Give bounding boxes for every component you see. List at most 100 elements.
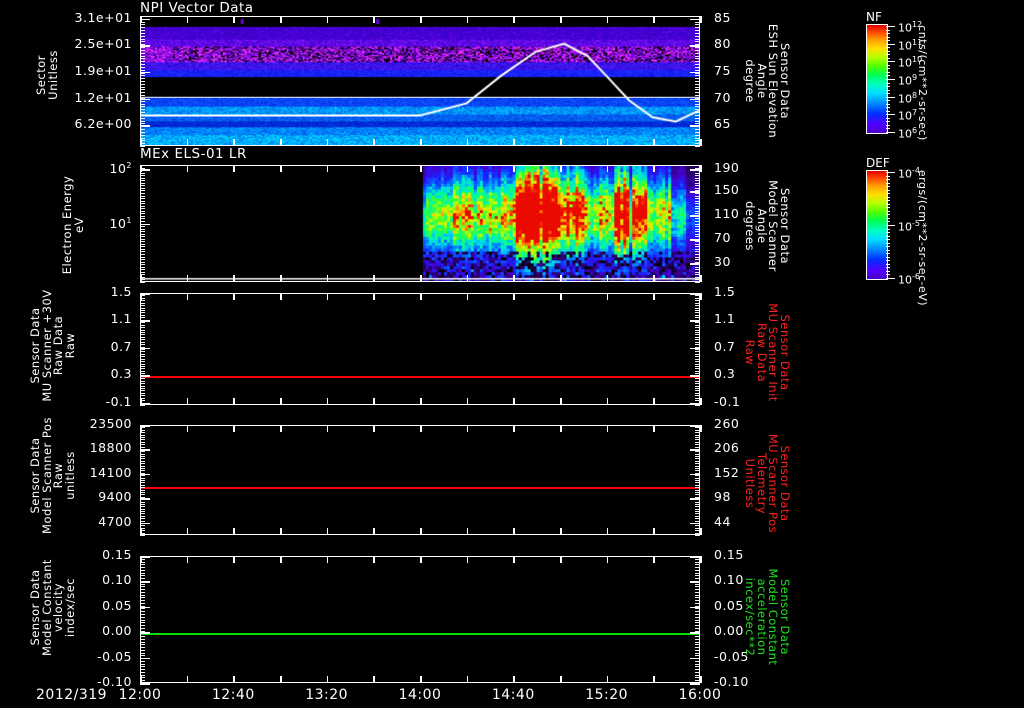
minor-tick [140, 583, 145, 585]
x-tick [420, 165, 422, 172]
panel-2-left-tick-label: 101 [109, 215, 132, 231]
minor-tick [695, 205, 700, 207]
cbar-minor-tick [886, 256, 890, 258]
minor-tick [695, 190, 700, 192]
panel-1-left-tick-label: 1.9e+01 [74, 62, 132, 78]
x-tick [513, 293, 515, 300]
minor-tick [140, 580, 145, 582]
def-colorbar-title: DEF [866, 156, 890, 170]
minor-tick [695, 616, 700, 618]
minor-tick [140, 491, 145, 493]
minor-tick [695, 625, 700, 627]
cbar-minor-tick [886, 26, 890, 27]
panel-1-left-tick-mark [140, 18, 150, 21]
minor-tick [140, 482, 145, 484]
x-tick [606, 139, 609, 146]
minor-tick [140, 52, 145, 54]
minor-tick [695, 293, 700, 294]
minor-tick [140, 331, 145, 333]
minor-tick [140, 83, 145, 85]
minor-tick [140, 444, 145, 446]
x-tick [233, 139, 235, 146]
minor-tick [695, 567, 700, 569]
minor-tick [695, 203, 700, 205]
panel-3-right-tick-label: 1.5 [714, 284, 736, 299]
cbar-minor-tick [886, 103, 890, 105]
minor-tick [695, 47, 700, 49]
x-tick [233, 676, 235, 683]
cbar-minor-tick [886, 29, 890, 31]
x-tick [233, 528, 235, 535]
minor-tick [695, 143, 700, 145]
minor-tick [140, 619, 145, 621]
panel-5-right-tick-label: -0.10 [714, 674, 749, 689]
minor-tick [140, 644, 145, 646]
def-colorbar-tick-label: 10-5 [898, 219, 920, 234]
x-tick [373, 139, 375, 146]
minor-tick [140, 92, 145, 94]
minor-tick [695, 297, 700, 299]
minor-tick [140, 27, 145, 29]
minor-tick [695, 140, 700, 142]
minor-tick [695, 241, 700, 243]
x-tick [466, 165, 469, 172]
minor-tick [140, 293, 145, 294]
minor-tick [140, 470, 145, 472]
x-tick [700, 425, 702, 432]
minor-tick [695, 605, 700, 607]
minor-tick [695, 112, 700, 114]
minor-tick [695, 658, 700, 660]
minor-tick [140, 530, 145, 532]
minor-tick [140, 674, 145, 676]
minor-tick [140, 532, 145, 534]
minor-tick [695, 499, 700, 501]
minor-tick [140, 638, 145, 640]
nf-colorbar-tick-label: 109 [898, 73, 918, 88]
minor-tick [695, 444, 700, 446]
minor-tick [140, 61, 145, 63]
x-tick [233, 275, 235, 282]
mu-scanner-30v-trace [141, 376, 699, 378]
minor-tick [695, 172, 700, 174]
minor-tick [695, 453, 700, 455]
minor-tick [140, 319, 145, 321]
x-tick [280, 398, 282, 405]
minor-tick [695, 527, 700, 529]
x-tick [420, 676, 422, 683]
minor-tick [140, 274, 145, 276]
nf-colorbar-tick-label: 106 [898, 126, 918, 141]
minor-tick [695, 44, 700, 46]
minor-tick [695, 523, 700, 525]
x-tick [606, 425, 609, 432]
minor-tick [695, 228, 700, 230]
minor-tick [695, 608, 700, 610]
minor-tick [140, 302, 145, 304]
minor-tick [140, 663, 145, 665]
panel-5-left-tick-label: 0.15 [102, 547, 132, 562]
minor-tick [695, 475, 700, 477]
panel-2-right-tick-label: 70 [714, 230, 731, 246]
minor-tick [140, 58, 145, 60]
panel-1-left-tick-mark [140, 71, 150, 74]
x-tick [513, 398, 515, 405]
x-tick [373, 676, 375, 683]
cbar-minor-tick [886, 36, 890, 38]
x-tick [233, 16, 235, 23]
cbar-minor-tick [886, 50, 890, 52]
x-tick [700, 528, 702, 535]
minor-tick [140, 636, 145, 638]
minor-tick [140, 669, 145, 671]
minor-tick [695, 503, 700, 505]
minor-tick [140, 198, 145, 200]
x-tick [233, 425, 235, 432]
minor-tick [695, 456, 700, 458]
minor-tick [695, 314, 700, 316]
cbar-minor-tick [886, 93, 890, 95]
nf-colorbar-tick-mark [888, 61, 895, 63]
minor-tick [140, 647, 145, 649]
x-tick [420, 425, 422, 432]
x-tick [700, 139, 702, 146]
minor-tick [695, 271, 700, 273]
minor-tick [695, 38, 700, 40]
x-tick [653, 528, 655, 535]
